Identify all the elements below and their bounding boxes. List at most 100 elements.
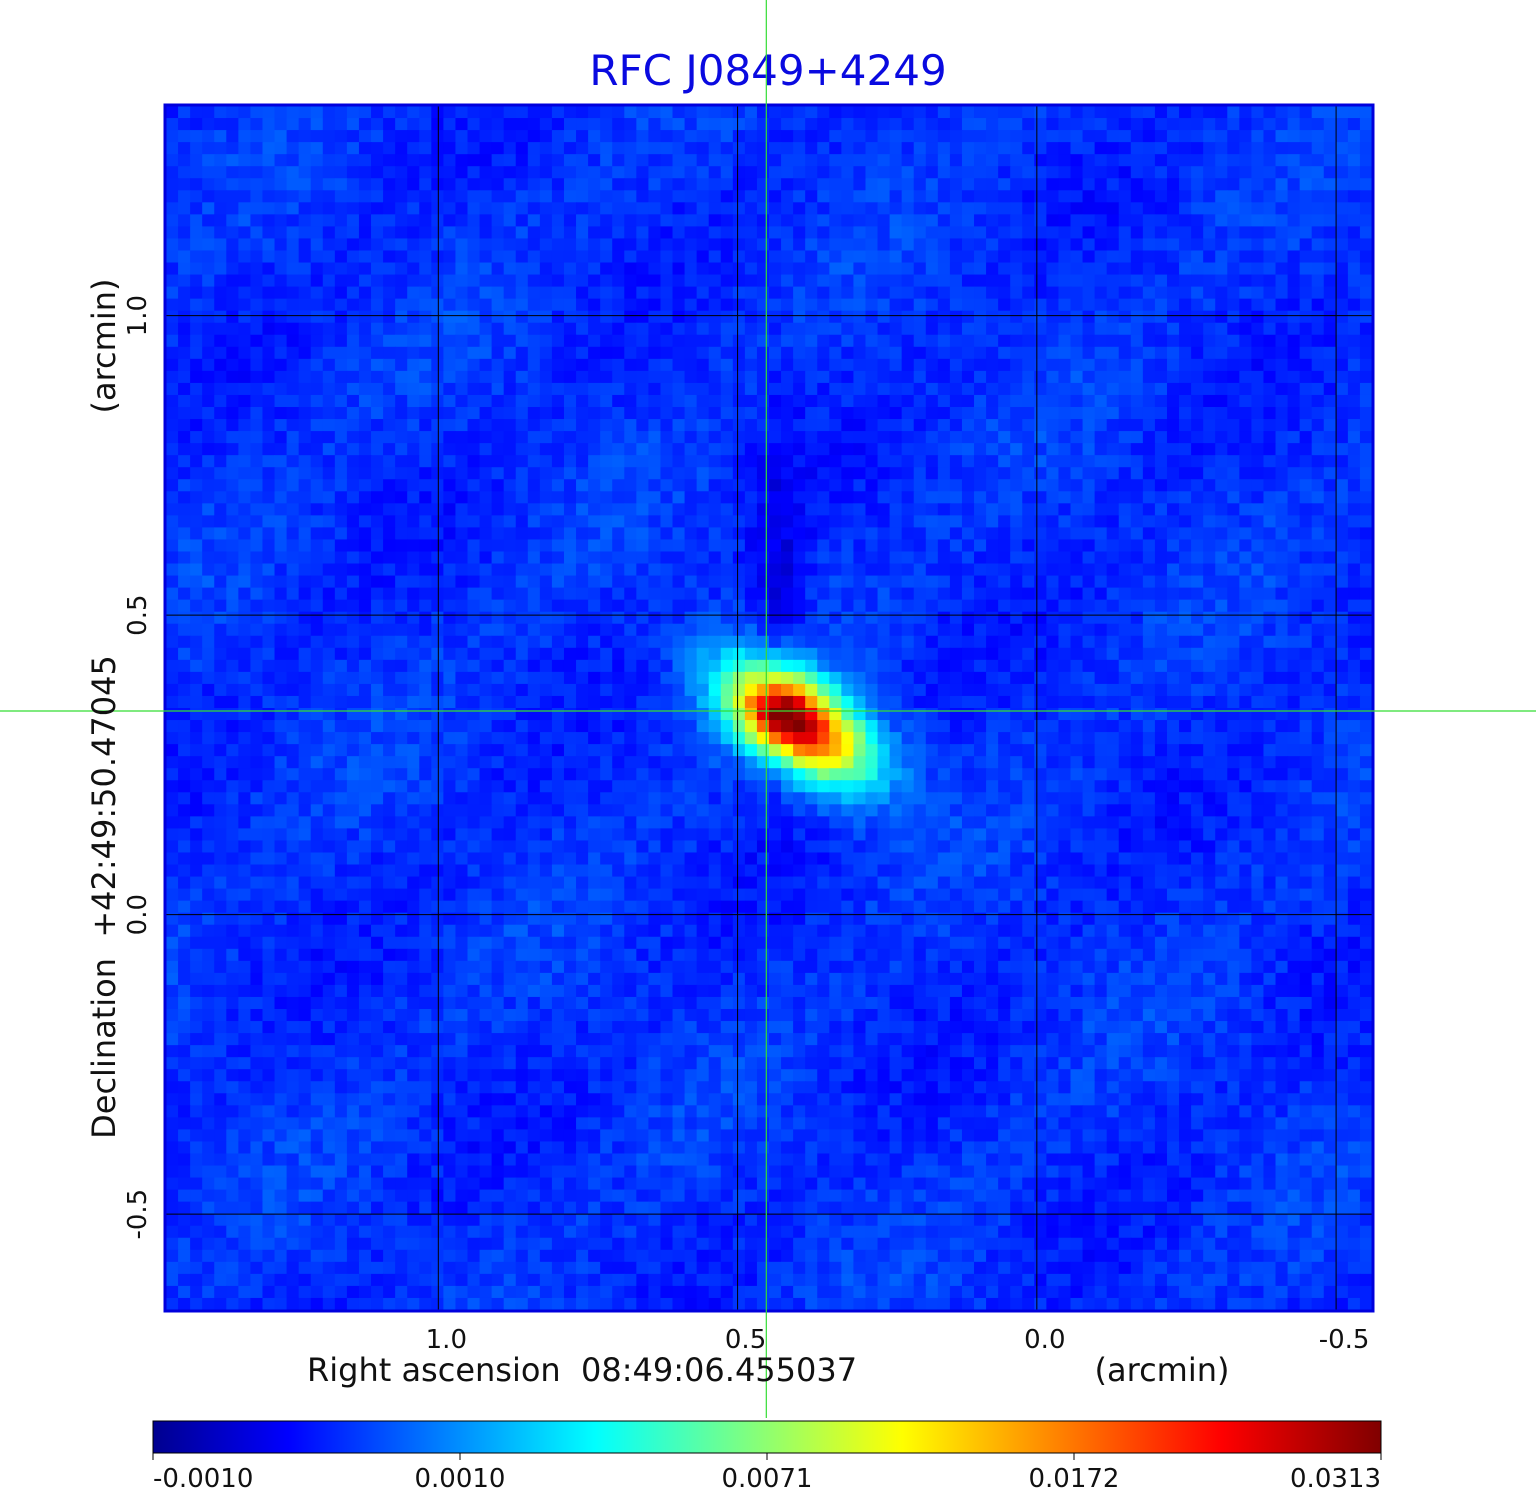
heatmap-cell (961, 226, 975, 240)
heatmap-cell (805, 587, 818, 601)
heatmap-cell (624, 346, 637, 360)
heatmap-cell (696, 190, 710, 203)
heatmap-cell (431, 382, 444, 396)
heatmap-cell (371, 431, 384, 444)
heatmap-cell (443, 587, 457, 601)
heatmap-cell (961, 527, 975, 541)
heatmap-cell (684, 419, 698, 432)
heatmap-cell (1215, 370, 1228, 384)
heatmap-cell (443, 310, 457, 324)
heatmap-cell (1130, 154, 1144, 167)
heatmap-cell (684, 178, 698, 191)
heatmap-cell (310, 419, 324, 432)
heatmap-cell (720, 118, 734, 131)
heatmap-cell (672, 262, 686, 276)
heatmap-cell (371, 491, 384, 504)
heatmap-cell (756, 262, 770, 276)
heatmap-cell (913, 539, 927, 553)
heatmap-cell (961, 382, 975, 396)
heatmap-cell (889, 575, 903, 589)
heatmap-cell (1046, 142, 1060, 155)
heatmap-cell (551, 599, 565, 613)
heatmap-cell (1058, 419, 1072, 432)
heatmap-cell (1034, 623, 1047, 637)
heatmap-cell (1347, 599, 1361, 613)
heatmap-cell (1215, 274, 1228, 288)
heatmap-cell (889, 238, 903, 252)
heatmap-cell (190, 587, 203, 601)
heatmap-cell (708, 635, 722, 649)
heatmap-cell (708, 298, 722, 312)
heatmap-cell (1130, 274, 1144, 288)
heatmap-cell (1010, 491, 1023, 504)
heatmap-cell (503, 286, 517, 300)
heatmap-cell (805, 503, 818, 516)
heatmap-cell (190, 695, 203, 709)
heatmap-cell (756, 551, 770, 565)
heatmap-cell (286, 671, 300, 685)
heatmap-cell (527, 334, 541, 348)
heatmap-cell (1130, 563, 1144, 577)
heatmap-cell (286, 479, 300, 492)
heatmap-cell (1106, 106, 1120, 119)
heatmap-cell (853, 587, 867, 601)
heatmap-cell (817, 407, 830, 420)
heatmap-cell (696, 563, 710, 577)
heatmap-cell (431, 695, 444, 709)
heatmap-cell (455, 491, 469, 504)
heatmap-cell (286, 202, 300, 215)
heatmap-cell (371, 382, 384, 396)
heatmap-cell (1275, 479, 1289, 492)
heatmap-cell (371, 166, 384, 179)
heatmap-cell (937, 106, 951, 119)
heatmap-cell (961, 238, 975, 252)
heatmap-cell (744, 419, 758, 432)
heatmap-cell (1299, 238, 1313, 252)
heatmap-cell (588, 154, 601, 167)
heatmap-cell (974, 587, 987, 601)
heatmap-cell (624, 238, 637, 252)
heatmap-cell (648, 443, 662, 456)
heatmap-cell (1058, 142, 1072, 155)
heatmap-cell (1094, 671, 1108, 685)
heatmap-cell (793, 106, 806, 119)
heatmap-cell (298, 202, 312, 215)
heatmap-cell (998, 635, 1011, 649)
heatmap-cell (889, 695, 903, 709)
heatmap-cell (720, 130, 734, 143)
heatmap-cell (805, 407, 818, 420)
heatmap-cell (612, 118, 625, 131)
heatmap-cell (214, 262, 227, 276)
heatmap-cell (841, 334, 855, 348)
heatmap-cell (1239, 599, 1252, 613)
heatmap-cell (805, 671, 818, 685)
heatmap-cell (1347, 539, 1361, 553)
heatmap-cell (1359, 202, 1372, 215)
heatmap-cell (998, 190, 1011, 203)
heatmap-cell (600, 202, 613, 215)
heatmap-cell (1203, 346, 1216, 360)
heatmap-cell (744, 443, 758, 456)
heatmap-cell (853, 358, 867, 372)
heatmap-cell (1166, 142, 1180, 155)
heatmap-cell (274, 370, 288, 384)
heatmap-cell (431, 238, 444, 252)
heatmap-cell (563, 142, 577, 155)
heatmap-cell (1082, 491, 1096, 504)
heatmap-cell (491, 443, 505, 456)
heatmap-cell (407, 587, 420, 601)
heatmap-cell (1106, 226, 1120, 240)
heatmap-cell (166, 515, 179, 528)
heatmap-cell (1347, 322, 1361, 336)
heatmap-cell (588, 322, 601, 336)
heatmap-cell (250, 262, 264, 276)
heatmap-cell (395, 659, 408, 673)
heatmap-cell (479, 262, 493, 276)
heatmap-cell (612, 587, 625, 601)
heatmap-cell (817, 298, 830, 312)
heatmap-cell (563, 659, 577, 673)
heatmap-cell (346, 130, 360, 143)
heatmap-cell (817, 382, 830, 396)
heatmap-cell (708, 563, 722, 577)
heatmap-cell (889, 455, 903, 468)
